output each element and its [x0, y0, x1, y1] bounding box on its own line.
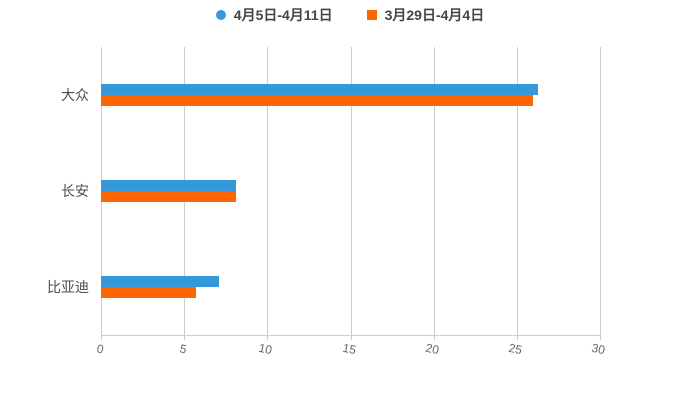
bar-group [101, 180, 600, 202]
bar-3月29日-4月4日 [101, 191, 236, 202]
category-label: 比亚迪 [47, 279, 89, 295]
bar-group [101, 276, 600, 298]
legend-label: 4月5日-4月11日 [233, 7, 333, 23]
bar-4月5日-4月11日 [101, 83, 539, 95]
x-tick-label: 5 [178, 341, 189, 357]
gridline [516, 47, 518, 335]
gridline [350, 47, 352, 335]
x-tick-label: 25 [507, 340, 524, 358]
y-axis-labels: 大众长安比亚迪 [0, 47, 95, 335]
legend-item-0[interactable]: 4月5日-4月11日 [215, 7, 333, 23]
bar-3月29日-4月4日 [101, 287, 196, 298]
chart-legend: 4月5日-4月11日 3月29日-4月4日 [0, 7, 700, 23]
legend-item-1[interactable]: 3月29日-4月4日 [366, 7, 485, 23]
gridline [267, 47, 269, 335]
axis-tick [267, 335, 269, 340]
axis-tick [184, 335, 186, 340]
bar-4月5日-4月11日 [101, 180, 236, 191]
x-tick-label: 0 [95, 341, 105, 357]
axis-tick [600, 335, 601, 340]
x-tick-label: 30 [590, 340, 607, 358]
axis-tick [516, 335, 518, 340]
plot-area: 0 5 10 15 20 25 30 [95, 47, 606, 357]
bar-3月29日-4月4日 [101, 94, 534, 106]
bar-group [101, 83, 600, 106]
bar-4月5日-4月11日 [101, 276, 220, 287]
category-label: 长安 [61, 183, 89, 199]
legend-square-icon [366, 10, 377, 20]
category-label: 大众 [61, 87, 89, 103]
axis-tick [101, 335, 102, 340]
gridline [600, 47, 601, 335]
axis-tick [433, 335, 435, 340]
axis-tick [350, 335, 352, 340]
legend-label: 3月29日-4月4日 [384, 7, 485, 23]
legend-circle-icon [215, 10, 226, 20]
x-tick-label: 10 [257, 340, 274, 358]
x-tick-label: 20 [424, 340, 441, 358]
x-tick-label: 15 [340, 340, 357, 358]
gridline [433, 47, 435, 335]
